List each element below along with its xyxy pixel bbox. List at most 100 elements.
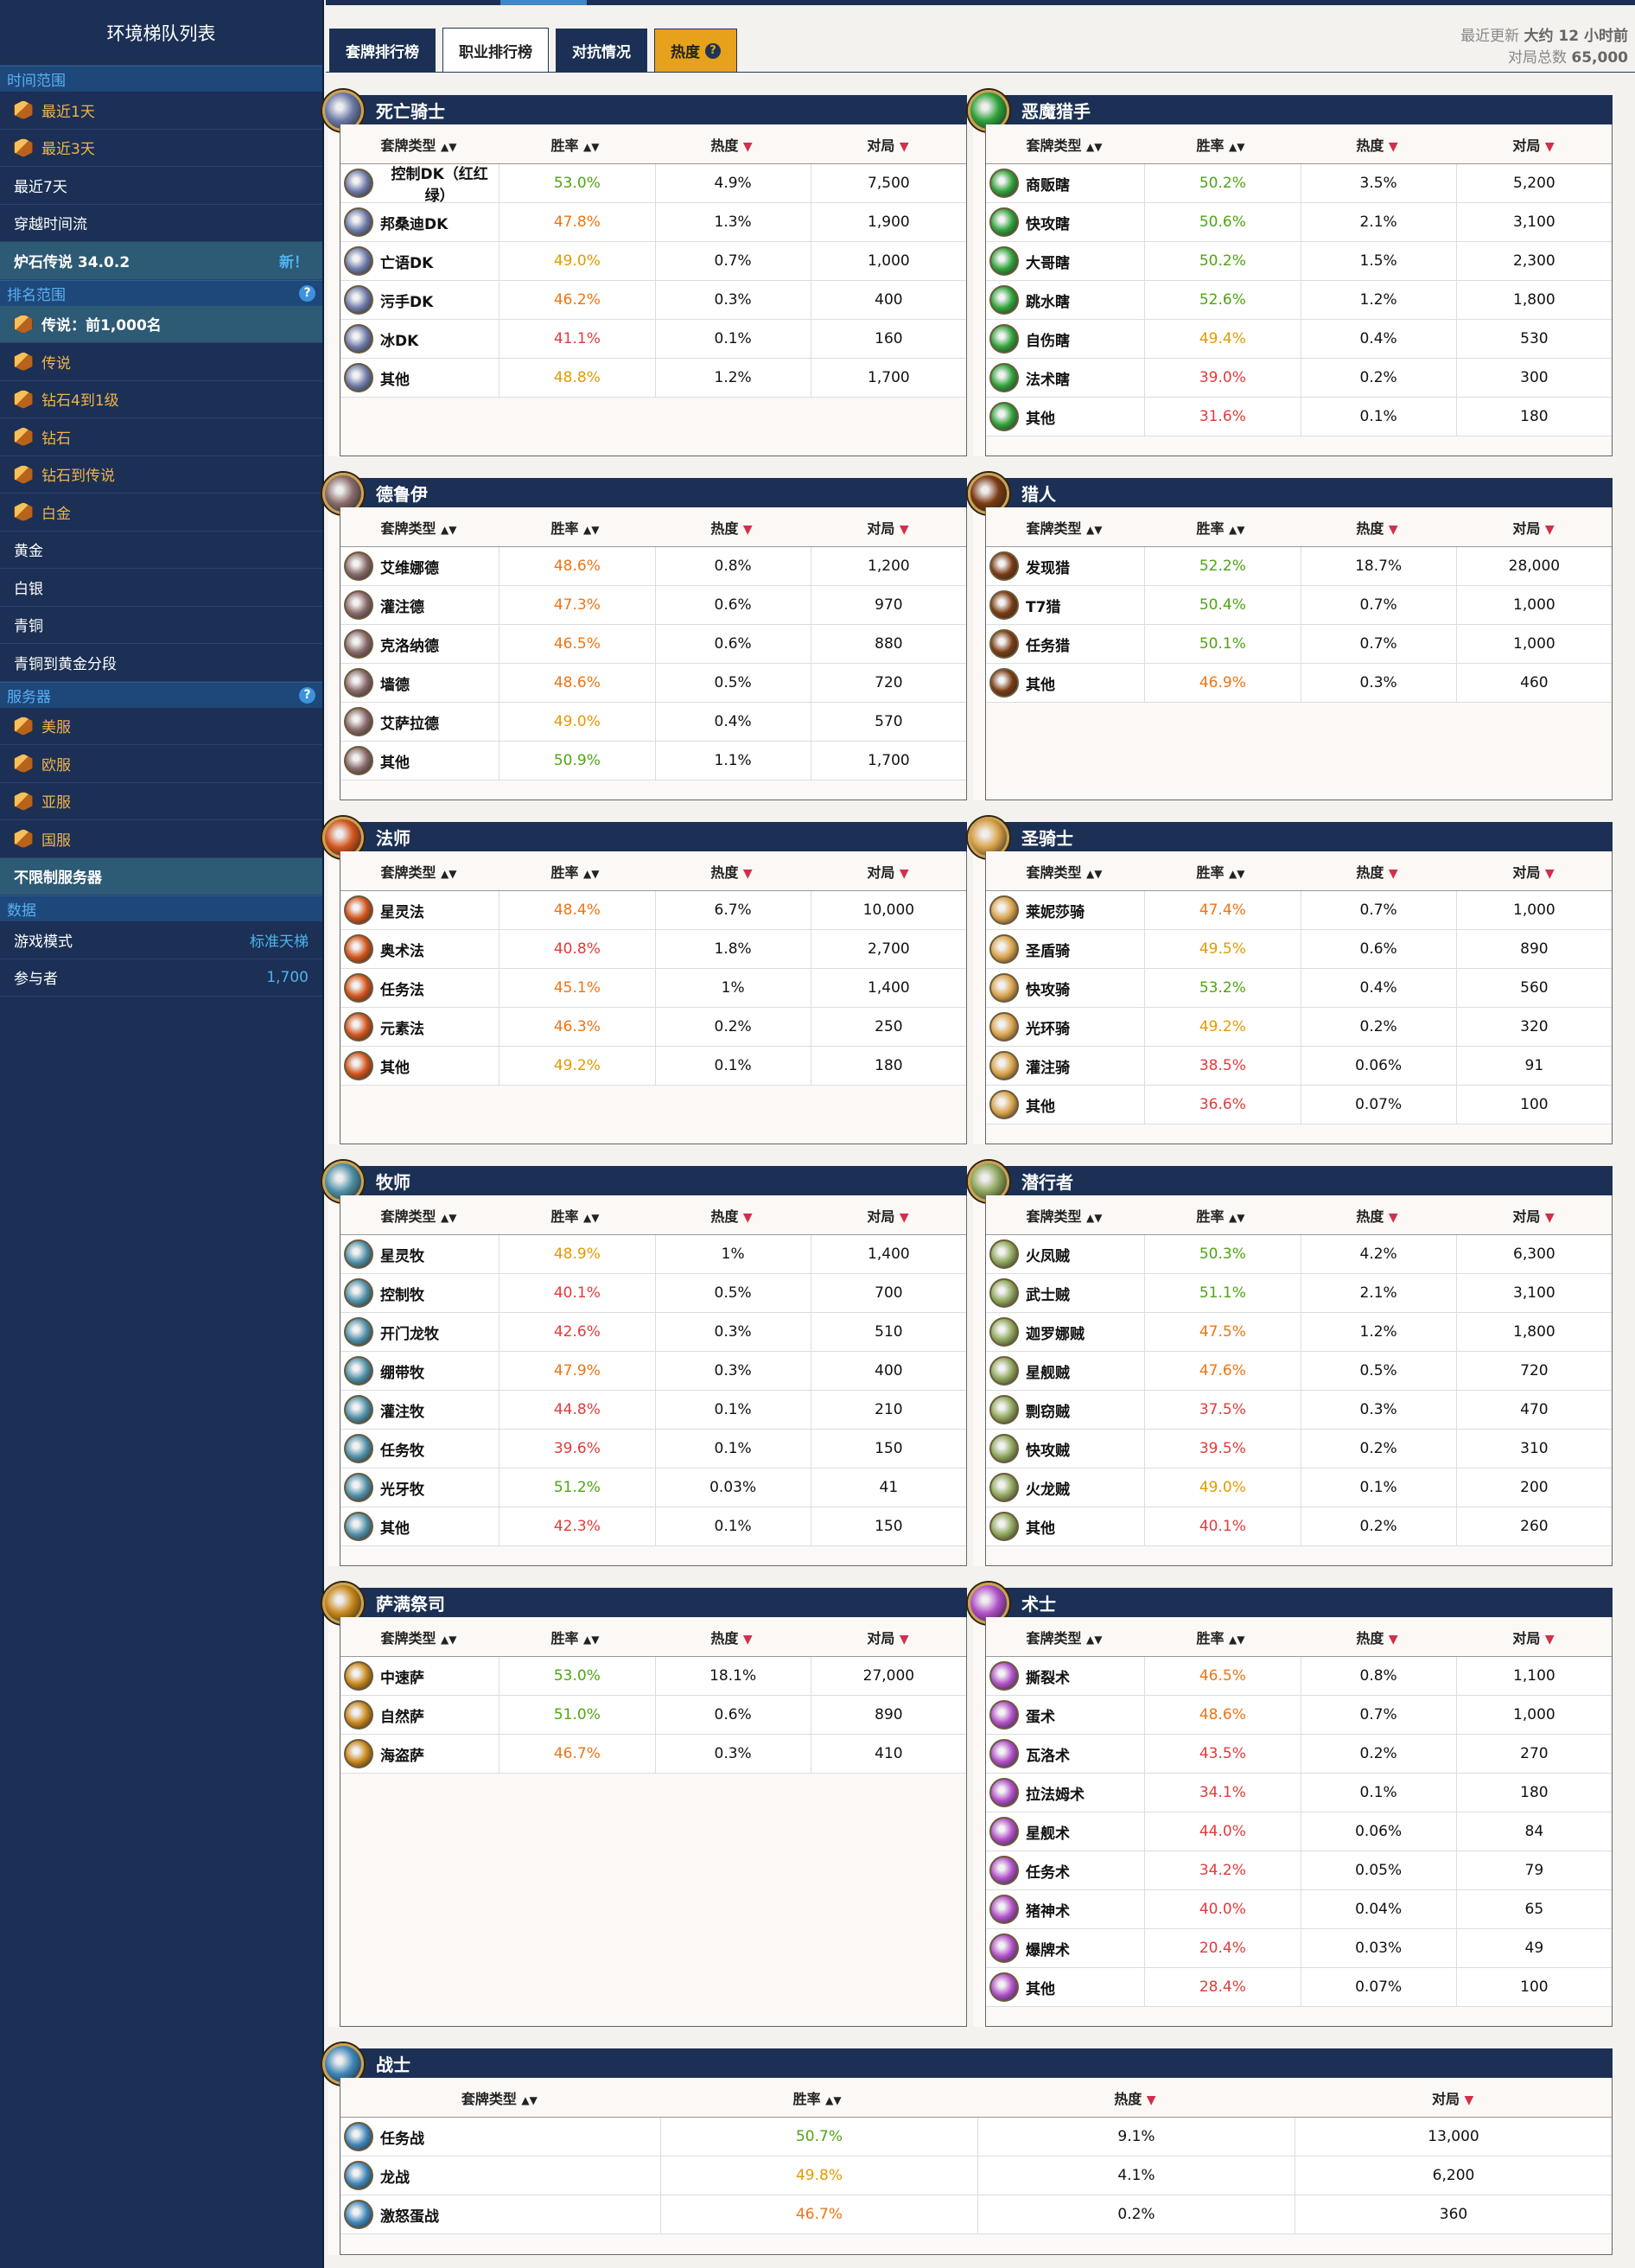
table-row[interactable]: 邦桑迪DK 47.8% 1.3% 1,900 — [340, 202, 966, 242]
sort-icon[interactable]: ▲▼ — [583, 867, 600, 880]
table-row[interactable]: 自然萨 51.0% 0.6% 890 — [340, 1695, 966, 1735]
sort-games-header[interactable]: 对局 ▼ — [1455, 1205, 1612, 1226]
archetype-cell[interactable]: 其他 — [340, 1507, 500, 1546]
sort-icon[interactable]: ▲▼ — [1229, 523, 1245, 536]
archetype-cell[interactable]: 克洛纳德 — [340, 624, 500, 664]
sort-icon[interactable]: ▲▼ — [1086, 867, 1103, 880]
server-item-4[interactable]: 不限制服务器 — [0, 857, 322, 895]
sort-games-header[interactable]: 对局 ▼ — [810, 134, 966, 155]
archetype-cell[interactable]: 任务法 — [340, 968, 500, 1008]
archetype-name[interactable]: 星灵牧 — [380, 1247, 424, 1265]
archetype-cell[interactable]: 莱妮莎骑 — [986, 890, 1146, 930]
archetype-name[interactable]: 拉法姆术 — [1026, 1786, 1085, 1804]
sort-winrate-header[interactable]: 胜率 ▲▼ — [658, 2087, 977, 2108]
archetype-cell[interactable]: 快攻贼 — [986, 1429, 1146, 1468]
table-row[interactable]: 亡语DK 49.0% 0.7% 1,000 — [340, 241, 966, 281]
table-row[interactable]: 任务法 45.1% 1% 1,400 — [340, 968, 966, 1008]
archetype-cell[interactable]: 跳水瞎 — [986, 280, 1146, 320]
archetype-cell[interactable]: 拉法姆术 — [986, 1773, 1146, 1812]
archetype-cell[interactable]: 龙战 — [340, 2156, 661, 2195]
table-row[interactable]: 商贩瞎 50.2% 3.5% 5,200 — [986, 163, 1612, 203]
archetype-cell[interactable]: 控制DK（红红绿） — [340, 163, 500, 205]
table-row[interactable]: 猪神术 40.0% 0.04% 65 — [986, 1889, 1612, 1929]
tab-2[interactable]: 对抗情况 — [556, 29, 647, 73]
table-row[interactable]: 武士贼 51.1% 2.1% 3,100 — [986, 1273, 1612, 1313]
archetype-cell[interactable]: 火凤贼 — [986, 1234, 1146, 1274]
tab-0[interactable]: 套牌排行榜 — [329, 29, 436, 73]
sort-popularity-header[interactable]: 热度 ▼ — [1299, 1205, 1455, 1226]
rank-range-item-9[interactable]: 青铜到黄金分段 — [0, 644, 322, 682]
rank-range-item-0[interactable]: 传说：前1,000名 — [0, 305, 322, 343]
archetype-cell[interactable]: 武士贼 — [986, 1273, 1146, 1313]
archetype-cell[interactable]: 任务术 — [986, 1851, 1146, 1890]
rank-range-item-3[interactable]: 钻石 — [0, 418, 322, 456]
archetype-name[interactable]: 邦桑迪DK — [380, 215, 449, 233]
archetype-name[interactable]: T7猎 — [1026, 598, 1061, 616]
table-row[interactable]: 迦罗娜贼 47.5% 1.2% 1,800 — [986, 1312, 1612, 1352]
sort-desc-icon[interactable]: ▼ — [1388, 1632, 1398, 1647]
table-row[interactable]: 光环骑 49.2% 0.2% 320 — [986, 1007, 1612, 1047]
table-row[interactable]: 快攻贼 39.5% 0.2% 310 — [986, 1429, 1612, 1468]
table-row[interactable]: 其他 40.1% 0.2% 260 — [986, 1507, 1612, 1546]
archetype-name[interactable]: 艾维娜德 — [380, 559, 439, 577]
archetype-cell[interactable]: 艾萨拉德 — [340, 702, 500, 742]
archetype-name[interactable]: 绷带牧 — [380, 1364, 424, 1382]
sort-popularity-header[interactable]: 热度 ▼ — [1299, 134, 1455, 155]
sort-archetype-header[interactable]: 套牌类型 ▲▼ — [340, 1205, 497, 1226]
archetype-name[interactable]: 自然萨 — [380, 1708, 424, 1726]
table-row[interactable]: 其他 46.9% 0.3% 460 — [986, 663, 1612, 703]
tab-1[interactable]: 职业排行榜 — [442, 28, 549, 73]
archetype-cell[interactable]: 其他 — [340, 358, 500, 398]
archetype-cell[interactable]: 绷带牧 — [340, 1351, 500, 1391]
archetype-name[interactable]: 猪神术 — [1026, 1902, 1070, 1921]
archetype-name[interactable]: 冰DK — [380, 332, 419, 350]
table-row[interactable]: 蛋术 48.6% 0.7% 1,000 — [986, 1695, 1612, 1735]
sort-desc-icon[interactable]: ▼ — [1146, 2093, 1156, 2107]
archetype-name[interactable]: 灌注骑 — [1026, 1059, 1070, 1077]
table-row[interactable]: 剽窃贼 37.5% 0.3% 470 — [986, 1390, 1612, 1430]
sort-icon[interactable]: ▲▼ — [1086, 523, 1103, 536]
archetype-name[interactable]: 快攻贼 — [1026, 1442, 1070, 1460]
table-row[interactable]: 控制牧 40.1% 0.5% 700 — [340, 1273, 966, 1313]
archetype-name[interactable]: 控制牧 — [380, 1286, 424, 1304]
table-row[interactable]: 星灵牧 48.9% 1% 1,400 — [340, 1234, 966, 1274]
sort-games-header[interactable]: 对局 ▼ — [1455, 1627, 1612, 1647]
sort-desc-icon[interactable]: ▼ — [1544, 1210, 1555, 1225]
sort-desc-icon[interactable]: ▼ — [1388, 866, 1398, 881]
sort-desc-icon[interactable]: ▼ — [742, 1210, 753, 1225]
sort-games-header[interactable]: 对局 ▼ — [1294, 2087, 1612, 2108]
archetype-name[interactable]: 其他 — [380, 754, 410, 772]
archetype-name[interactable]: 快攻骑 — [1026, 981, 1070, 999]
sort-icon[interactable]: ▲▼ — [1086, 140, 1103, 153]
archetype-cell[interactable]: 控制牧 — [340, 1273, 500, 1313]
server-item-1[interactable]: 欧服 — [0, 745, 322, 783]
rank-range-item-7[interactable]: 白银 — [0, 569, 322, 607]
archetype-name[interactable]: 星灵法 — [380, 903, 424, 921]
sort-icon[interactable]: ▲▼ — [583, 523, 600, 536]
table-row[interactable]: 灌注牧 44.8% 0.1% 210 — [340, 1390, 966, 1430]
sort-desc-icon[interactable]: ▼ — [899, 522, 909, 537]
archetype-name[interactable]: 任务战 — [380, 2130, 424, 2148]
sort-icon[interactable]: ▲▼ — [583, 1211, 600, 1224]
sort-icon[interactable]: ▲▼ — [1229, 140, 1245, 153]
table-row[interactable]: 灌注德 47.3% 0.6% 970 — [340, 585, 966, 625]
sort-winrate-header[interactable]: 胜率 ▲▼ — [497, 1627, 653, 1647]
table-row[interactable]: 星灵法 48.4% 6.7% 10,000 — [340, 890, 966, 930]
archetype-name[interactable]: 迦罗娜贼 — [1026, 1325, 1085, 1343]
sort-popularity-header[interactable]: 热度 ▼ — [1299, 861, 1455, 882]
sort-icon[interactable]: ▲▼ — [1086, 1633, 1103, 1646]
sort-popularity-header[interactable]: 热度 ▼ — [1299, 517, 1455, 538]
table-row[interactable]: 冰DK 41.1% 0.1% 160 — [340, 319, 966, 359]
sort-desc-icon[interactable]: ▼ — [742, 139, 753, 154]
sort-games-header[interactable]: 对局 ▼ — [1455, 861, 1612, 882]
table-row[interactable]: 爆牌术 20.4% 0.03% 49 — [986, 1928, 1612, 1968]
table-row[interactable]: 其他 28.4% 0.07% 100 — [986, 1967, 1612, 2007]
server-item-3[interactable]: 国服 — [0, 820, 322, 858]
archetype-cell[interactable]: 任务牧 — [340, 1429, 500, 1468]
archetype-cell[interactable]: 任务猎 — [986, 624, 1146, 664]
sort-archetype-header[interactable]: 套牌类型 ▲▼ — [340, 861, 497, 882]
archetype-cell[interactable]: 其他 — [986, 1967, 1146, 2007]
archetype-cell[interactable]: 发现猎 — [986, 546, 1146, 586]
archetype-name[interactable]: 其他 — [1026, 676, 1055, 694]
sort-archetype-header[interactable]: 套牌类型 ▲▼ — [986, 861, 1142, 882]
